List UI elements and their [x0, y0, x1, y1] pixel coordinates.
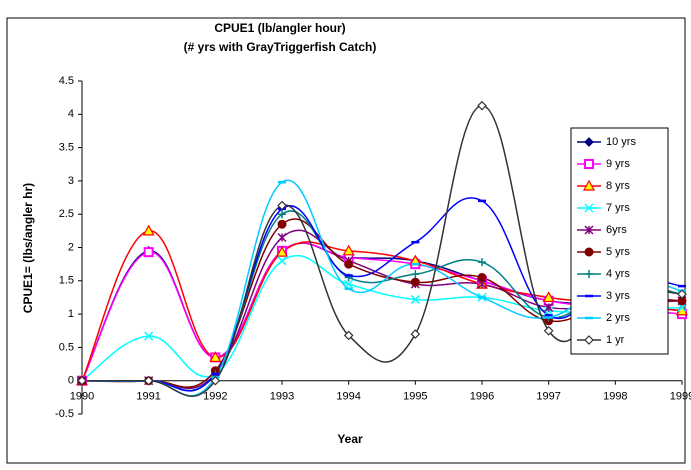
legend-label: 6yrs: [606, 224, 627, 236]
x-tick-label: 1996: [470, 391, 494, 403]
y-axis-label: CPUE1= (lbs/angler hr): [21, 183, 35, 313]
y-tick-label: 0: [68, 375, 74, 387]
marker: [582, 179, 596, 191]
marker: [584, 335, 594, 345]
x-tick-label: 1993: [270, 391, 294, 403]
legend-label: 2 yrs: [606, 312, 630, 324]
marker: [277, 219, 287, 229]
marker: [143, 375, 154, 386]
marker: [277, 232, 287, 243]
legend-label: 8 yrs: [606, 180, 630, 192]
marker: [584, 247, 594, 257]
marker: [343, 330, 354, 341]
marker: [584, 159, 594, 169]
y-tick-label: 0.5: [59, 341, 74, 353]
x-tick-label: 1991: [136, 391, 160, 403]
marker: [277, 256, 287, 266]
legend-label: 3 yrs: [606, 290, 630, 302]
marker: [344, 259, 354, 269]
marker: [344, 279, 354, 289]
marker: [210, 375, 221, 386]
legend-label: 10 yrs: [606, 136, 636, 148]
marker: [209, 351, 222, 362]
x-axis-label: Year: [337, 432, 363, 446]
legend: 10 yrs 9 yrs 8 yrs 7 yrs 6yrs 5 yrs 4 yrs 3 yrs…: [570, 127, 669, 355]
marker: [542, 291, 555, 303]
marker: [584, 225, 594, 235]
legend-label: 7 yrs: [606, 202, 630, 214]
marker: [584, 137, 594, 147]
y-tick-label: 1.5: [59, 275, 74, 287]
marker: [411, 270, 420, 279]
legend-label: 4 yrs: [606, 268, 630, 280]
x-tick-label: 1997: [536, 391, 560, 403]
marker: [543, 325, 554, 336]
marker: [410, 329, 421, 339]
marker: [677, 302, 687, 312]
y-tick-label: 4: [68, 108, 74, 120]
x-tick-label: 1992: [203, 391, 227, 403]
marker: [144, 331, 154, 341]
marker: [143, 247, 154, 258]
legend-label: 5 yrs: [606, 246, 630, 258]
marker: [277, 200, 287, 211]
y-tick-label: 3: [68, 175, 74, 187]
chart-title: CPUE1 (lb/angler hour): [214, 21, 345, 35]
marker: [585, 270, 593, 278]
x-tick-label: 1998: [603, 391, 627, 403]
marker: [677, 289, 687, 299]
marker: [584, 203, 594, 213]
legend-label: 9 yrs: [606, 158, 630, 170]
x-tick-label: 1990: [70, 391, 94, 403]
y-tick-label: -0.5: [55, 408, 74, 420]
legend-label: 1 yr: [606, 334, 625, 346]
marker: [478, 258, 486, 267]
x-tick-label: 1995: [403, 391, 427, 403]
y-tick-label: 2.5: [59, 208, 74, 220]
marker: [278, 210, 286, 219]
marker: [544, 302, 554, 312]
y-tick-label: 3.5: [59, 142, 74, 154]
series-line: [81, 104, 683, 397]
marker: [342, 244, 355, 256]
plot-area: -0.5 0 0.5 1 1.5 2 2.5 3 3.5 4 4.5 1990 1991 1992 1993…: [55, 75, 691, 420]
marker: [410, 277, 420, 287]
marker: [477, 272, 487, 282]
series-line: [81, 197, 683, 392]
marker: [142, 224, 155, 236]
y-tick-label: 4.5: [59, 75, 74, 87]
y-tick-label: 2: [68, 241, 74, 253]
marker: [77, 375, 87, 386]
marker: [410, 294, 420, 304]
marker: [477, 100, 487, 111]
marker: [275, 245, 289, 257]
series-line: [81, 230, 683, 382]
x-tick-label: 1999: [670, 391, 691, 403]
chart-subtitle: (# yrs with GrayTriggerfish Catch): [184, 40, 377, 54]
y-tick-label: 1: [68, 308, 74, 320]
x-tick-label: 1994: [336, 391, 360, 403]
